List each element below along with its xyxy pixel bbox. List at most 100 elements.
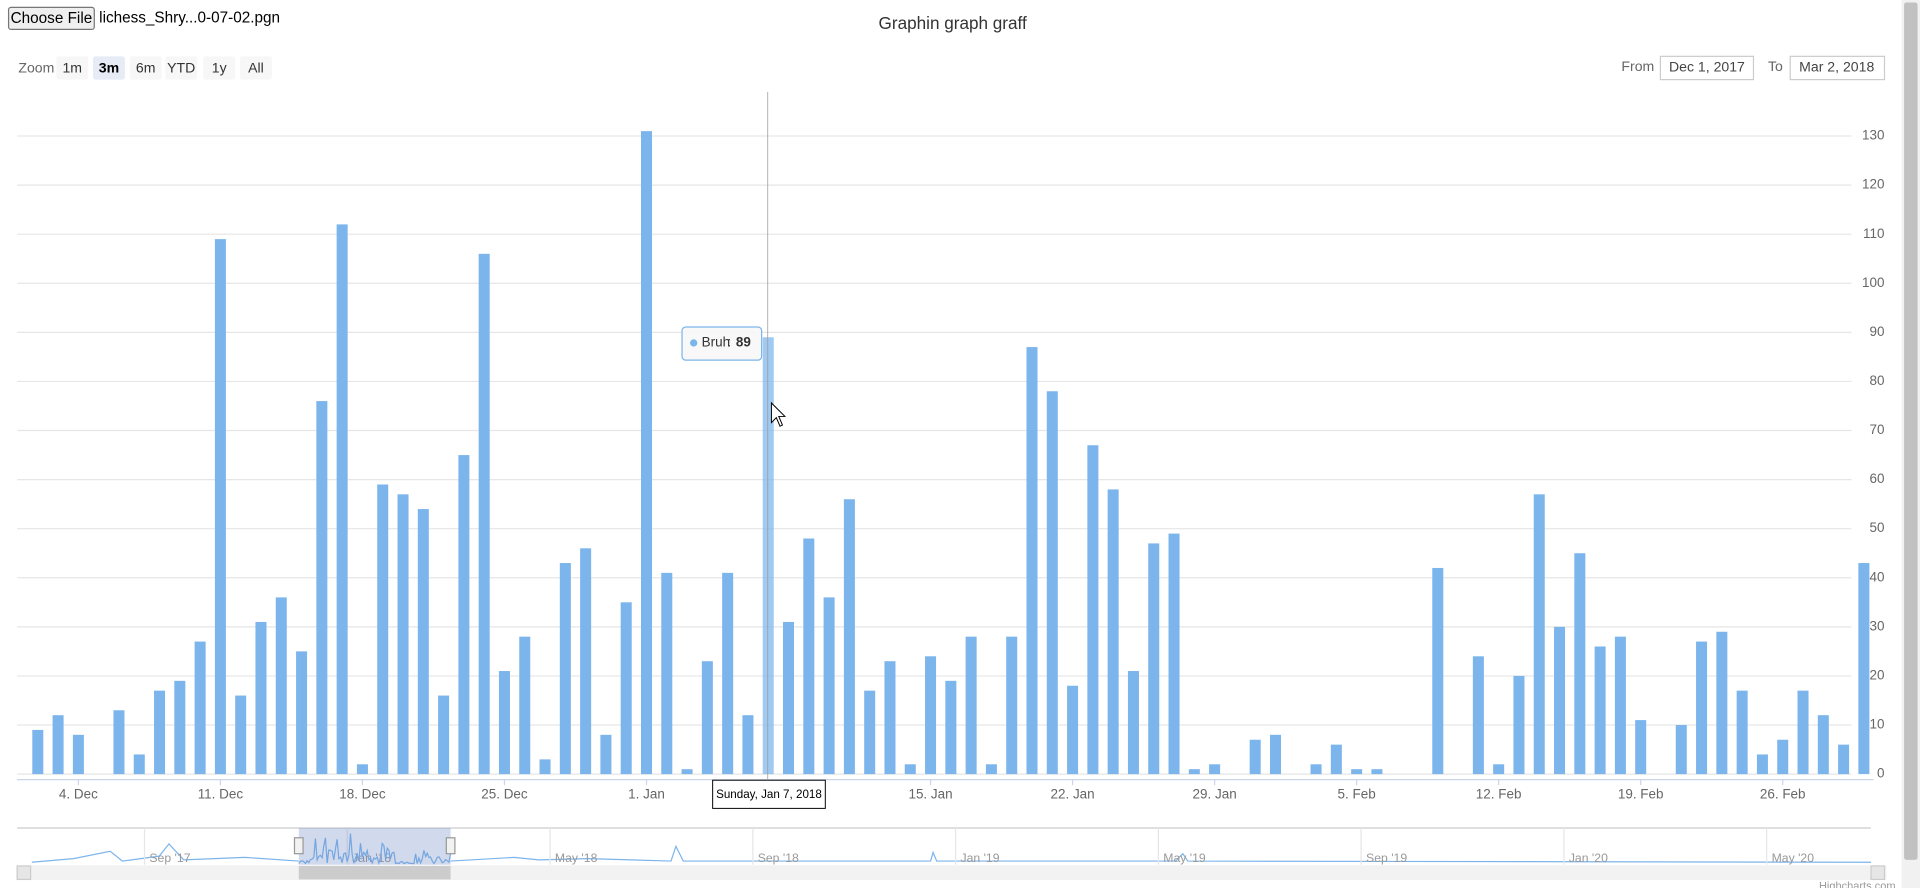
bar[interactable] — [154, 690, 166, 775]
bar[interactable] — [600, 734, 612, 775]
bar[interactable] — [1513, 675, 1525, 775]
bar[interactable] — [174, 680, 186, 775]
bar[interactable] — [539, 759, 551, 775]
bar[interactable] — [356, 764, 368, 775]
bar[interactable] — [1107, 489, 1119, 775]
bar[interactable] — [1432, 567, 1444, 775]
bar[interactable] — [72, 734, 84, 775]
bar[interactable] — [1472, 656, 1484, 775]
bar[interactable] — [1533, 494, 1545, 775]
zoom-button[interactable] — [165, 56, 198, 80]
bar[interactable] — [478, 253, 490, 775]
zoom-button-label[interactable]: 1y — [212, 59, 228, 75]
bar[interactable] — [1797, 690, 1809, 775]
bar[interactable] — [133, 754, 145, 775]
bar[interactable] — [1736, 690, 1748, 775]
zoom-button-label[interactable]: 1m — [62, 59, 82, 75]
bar[interactable] — [235, 695, 247, 775]
bar[interactable] — [438, 695, 450, 775]
bar[interactable] — [640, 131, 653, 775]
bar[interactable] — [884, 661, 896, 775]
bar[interactable] — [1067, 685, 1079, 775]
zoom-button[interactable] — [56, 56, 89, 80]
bar[interactable] — [255, 621, 267, 775]
zoom-button-label[interactable]: 3m — [99, 59, 119, 75]
bar[interactable] — [661, 572, 673, 775]
bar[interactable] — [803, 538, 815, 775]
zoom-button-label[interactable]: 6m — [136, 59, 156, 75]
bar[interactable] — [296, 651, 308, 775]
bar[interactable] — [32, 729, 44, 775]
zoom-button[interactable] — [129, 56, 162, 80]
bar[interactable] — [1330, 744, 1342, 775]
bar[interactable] — [417, 509, 429, 775]
bar[interactable] — [519, 636, 531, 775]
bar[interactable] — [1554, 626, 1566, 775]
bar[interactable] — [1209, 764, 1221, 775]
bar[interactable] — [113, 710, 125, 775]
bar[interactable] — [1838, 744, 1850, 775]
bar[interactable] — [336, 224, 348, 775]
navigator-selection[interactable] — [298, 827, 451, 865]
bar[interactable] — [925, 656, 937, 775]
zoom-button-label[interactable]: All — [248, 59, 264, 75]
navigator-handle[interactable] — [445, 837, 456, 855]
bar[interactable] — [904, 764, 916, 775]
bar[interactable] — [1756, 754, 1768, 775]
bar[interactable] — [762, 337, 774, 775]
bar[interactable] — [194, 641, 206, 775]
to-input[interactable] — [1789, 55, 1886, 81]
bar[interactable] — [1858, 563, 1870, 775]
bar[interactable] — [458, 455, 470, 775]
bar[interactable] — [864, 690, 876, 775]
bar[interactable] — [965, 636, 977, 775]
bar[interactable] — [214, 239, 226, 775]
bar[interactable] — [985, 764, 997, 775]
bar[interactable] — [823, 597, 835, 775]
bar[interactable] — [1026, 347, 1038, 775]
bar[interactable] — [1087, 445, 1099, 775]
bar[interactable] — [783, 621, 795, 775]
bar[interactable] — [1817, 715, 1829, 775]
bar[interactable] — [1371, 769, 1383, 775]
bar[interactable] — [1249, 739, 1261, 775]
zoom-button[interactable] — [240, 56, 272, 80]
bar[interactable] — [397, 494, 409, 775]
zoom-button[interactable] — [93, 56, 125, 80]
bar[interactable] — [722, 572, 734, 775]
bar[interactable] — [620, 602, 632, 775]
bar[interactable] — [1351, 769, 1363, 775]
bar[interactable] — [701, 661, 713, 775]
bar[interactable] — [1614, 636, 1626, 775]
bar[interactable] — [1493, 764, 1505, 775]
bar[interactable] — [843, 499, 855, 775]
scrollbar-right-button[interactable] — [1870, 865, 1886, 881]
bar[interactable] — [1127, 671, 1139, 775]
bar[interactable] — [52, 715, 64, 775]
bar[interactable] — [1777, 739, 1789, 775]
page-scrollbar-thumb[interactable] — [1904, 2, 1918, 860]
bar[interactable] — [1269, 734, 1281, 775]
bar[interactable] — [1006, 636, 1018, 775]
bar[interactable] — [377, 484, 389, 775]
bar[interactable] — [1696, 641, 1708, 775]
bar[interactable] — [580, 548, 592, 775]
bar[interactable] — [1046, 391, 1058, 775]
file-button-label[interactable]: Choose File — [11, 10, 93, 27]
bar[interactable] — [1594, 646, 1606, 775]
bar[interactable] — [945, 680, 957, 775]
bar[interactable] — [1188, 769, 1200, 775]
bar[interactable] — [498, 671, 510, 775]
bar[interactable] — [1675, 725, 1687, 775]
bar[interactable] — [316, 401, 328, 775]
bar[interactable] — [1716, 631, 1728, 775]
zoom-button[interactable] — [203, 56, 236, 80]
bar[interactable] — [1148, 543, 1160, 775]
from-value[interactable]: Dec 1, 2017 — [1669, 59, 1745, 75]
bar[interactable] — [742, 715, 754, 775]
scrollbar-thumb[interactable] — [298, 865, 451, 880]
bar[interactable] — [275, 597, 287, 775]
bar[interactable] — [681, 769, 693, 775]
bar[interactable] — [1310, 764, 1322, 775]
from-input[interactable] — [1659, 55, 1755, 81]
